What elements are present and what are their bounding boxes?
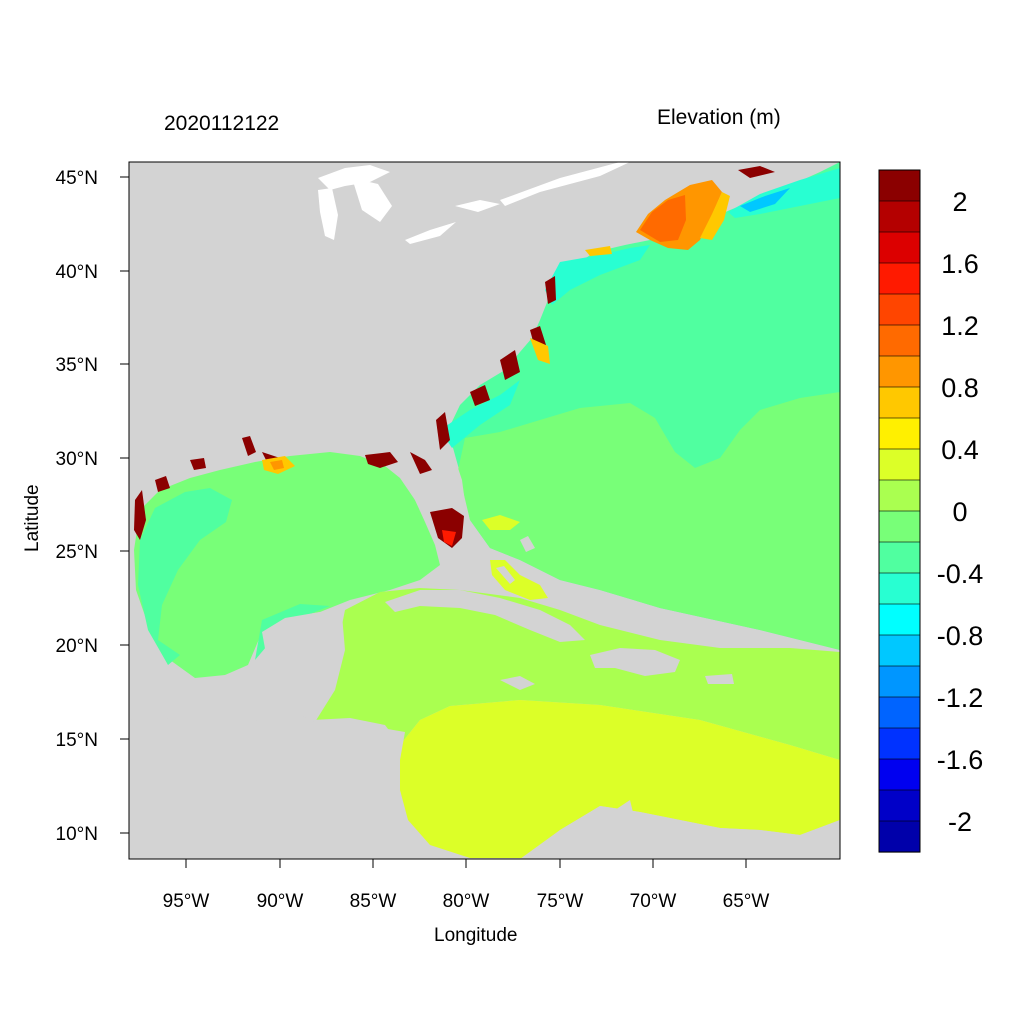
jamaica-land	[500, 676, 535, 690]
central-america-land	[129, 718, 440, 859]
gulf-shelf-west	[138, 488, 232, 665]
colorbar-segment	[878, 634, 921, 667]
colorbar-segment	[878, 324, 921, 357]
colorbar-label: -1.2	[937, 683, 984, 713]
gulf-of-maine-red	[640, 195, 686, 242]
colorbar-segment	[878, 200, 921, 233]
colorbar-segment	[878, 169, 921, 202]
st-lawrence	[500, 162, 630, 206]
georgia-shelf	[440, 380, 520, 448]
x-tick-label: 90°W	[257, 891, 304, 912]
colorbar-segment	[878, 789, 921, 822]
colorbar-label: 1.2	[941, 311, 979, 341]
colorbar-label: -0.8	[937, 621, 984, 651]
x-tick-label: 70°W	[630, 891, 677, 912]
coastal-surge-spots	[262, 246, 612, 474]
yucatan-land	[262, 612, 345, 722]
map-area	[129, 162, 840, 859]
colorbar-segment	[878, 727, 921, 760]
variable-title: Elevation (m)	[657, 106, 781, 129]
lake-huron	[352, 178, 392, 222]
y-tick-label: 25°N	[56, 542, 98, 563]
colorbar-segment	[878, 479, 921, 512]
y-tick-label: 35°N	[56, 355, 98, 376]
colorbar-segment	[878, 510, 921, 543]
bahamas-north	[482, 515, 520, 530]
colorbar-label: 0	[952, 497, 967, 527]
colorbar-segment	[878, 231, 921, 264]
colorbar-segment	[878, 603, 921, 636]
colorbar-segment	[878, 696, 921, 729]
lake-ontario	[455, 200, 500, 212]
x-tick-label: 85°W	[350, 891, 397, 912]
colorbar-label: 2	[952, 187, 967, 217]
colorbar-segment	[878, 665, 921, 698]
colorbar-segment	[878, 355, 921, 388]
gulf-of-maine-yellow	[700, 192, 730, 240]
lake-erie	[405, 222, 456, 244]
colorbar-segment	[878, 572, 921, 605]
colorbar: 2 1.6 1.2 0.8 0.4 0 -0.4 -0.8 -1.2 -1.6 -2	[878, 169, 984, 853]
y-axis: 45°N 40°N 35°N 30°N 25°N 20°N 15°N 10°N	[56, 168, 129, 845]
x-tick-label: 75°W	[537, 891, 584, 912]
nova-scotia-lowest	[740, 188, 790, 212]
bahamas-islands	[496, 536, 535, 584]
caribbean-south	[400, 700, 840, 858]
lake-michigan	[318, 188, 338, 240]
y-tick-label: 40°N	[56, 262, 98, 283]
campeche-shelf	[255, 604, 330, 660]
colorbar-segment	[878, 448, 921, 481]
florida-tip-red	[442, 530, 456, 546]
colorbar-label: 1.6	[941, 249, 979, 279]
x-tick-label: 80°W	[443, 891, 490, 912]
colorbar-segment	[878, 386, 921, 419]
lake-superior	[318, 165, 390, 190]
colorbar-segment	[878, 262, 921, 295]
colorbar-label: 0.4	[941, 435, 979, 465]
colorbar-segment	[878, 758, 921, 791]
colorbar-segment	[878, 417, 921, 450]
colorbar-label: -1.6	[937, 745, 984, 775]
x-tick-label: 65°W	[723, 891, 770, 912]
cuba-land	[385, 590, 585, 642]
paraguana-land	[615, 800, 636, 845]
hispaniola-land	[590, 648, 680, 676]
y-tick-label: 45°N	[56, 168, 98, 189]
x-axis: 95°W 90°W 85°W 80°W 75°W 70°W 65°W	[163, 859, 770, 912]
y-tick-label: 15°N	[56, 730, 98, 751]
y-tick-label: 10°N	[56, 824, 98, 845]
x-axis-label: Longitude	[434, 925, 518, 946]
colorbar-label: -0.4	[937, 559, 984, 589]
florida-surge	[430, 508, 464, 548]
y-tick-label: 20°N	[56, 636, 98, 657]
colorbar-label: 0.8	[941, 373, 979, 403]
colorbar-frame	[878, 169, 921, 853]
y-tick-label: 30°N	[56, 449, 98, 470]
timestamp-title: 2020112122	[164, 112, 280, 135]
plot-frame	[128, 161, 841, 860]
south-america-land	[520, 806, 840, 859]
colorbar-segment	[878, 541, 921, 574]
midatlantic-cyan	[545, 245, 650, 305]
colorbar-label: -2	[948, 807, 972, 837]
caribbean-north	[312, 588, 840, 760]
colorbar-segment	[878, 293, 921, 326]
puerto-rico-land	[705, 674, 734, 684]
colorbar-segment	[878, 820, 921, 853]
x-tick-label: 95°W	[163, 891, 210, 912]
atlantic-zero-band	[458, 392, 840, 650]
